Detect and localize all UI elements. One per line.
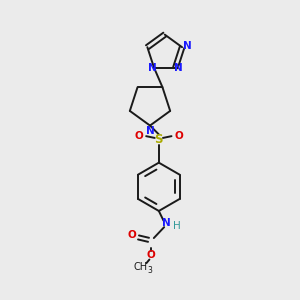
Text: N: N xyxy=(183,41,192,51)
Text: O: O xyxy=(134,131,143,141)
Text: S: S xyxy=(154,133,163,146)
Text: N: N xyxy=(161,218,170,228)
Text: 3: 3 xyxy=(148,266,153,275)
Text: O: O xyxy=(127,230,136,240)
Text: O: O xyxy=(175,131,184,141)
Text: N: N xyxy=(148,63,157,73)
Text: H: H xyxy=(173,221,181,231)
Text: N: N xyxy=(174,63,183,73)
Text: CH: CH xyxy=(134,262,148,272)
Text: O: O xyxy=(146,250,155,260)
Text: N: N xyxy=(146,126,154,136)
